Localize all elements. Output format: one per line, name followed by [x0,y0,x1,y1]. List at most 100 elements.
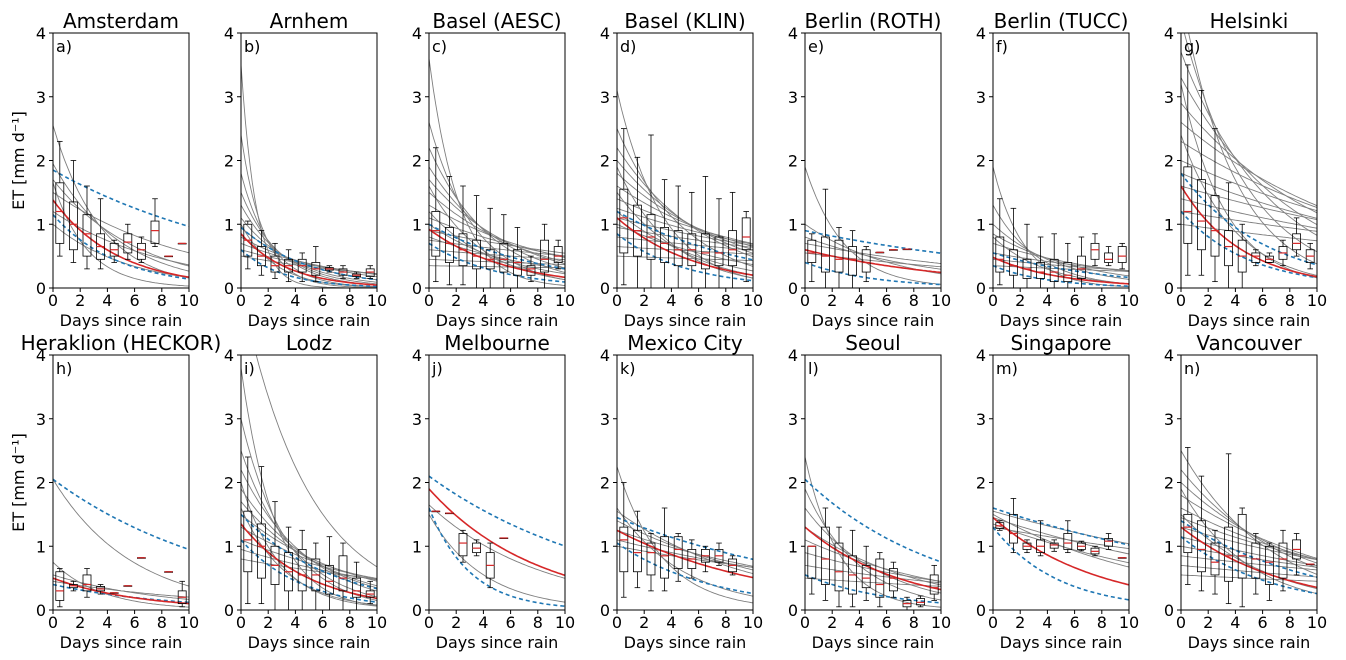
x-axis-label: Days since rain [248,311,371,330]
event-decay-line [617,236,753,251]
event-decay-line [1181,198,1317,229]
x-tick-label: 8 [909,613,919,632]
x-tick-label: 4 [1042,291,1052,310]
median-fit-line [805,249,941,274]
x-tick-label: 0 [424,291,434,310]
x-tick-label: 0 [236,613,246,632]
panel-title: Seoul [845,331,900,355]
box [834,239,844,273]
event-decay-line [1181,77,1317,225]
y-tick-label: 2 [788,474,798,493]
x-tick-label: 6 [506,291,516,310]
event-decay-line [1181,141,1317,208]
x-tick-label: 2 [263,613,273,632]
x-tick-label: 2 [451,613,461,632]
panel-letter: n) [1184,359,1200,378]
event-decay-line [1181,494,1317,559]
y-axis-label: ET [mm d⁻¹] [9,433,28,532]
y-tick-label: 4 [600,24,610,43]
x-tick-label: 6 [318,291,328,310]
y-tick-label: 1 [36,215,46,234]
box [807,239,817,263]
box [1063,262,1073,283]
median-fit-line [617,529,753,579]
panel-title: Arnhem [270,9,349,33]
event-decay-line [1181,223,1317,242]
x-tick-label: 8 [157,291,167,310]
event-decay-line [617,246,753,255]
box [1251,252,1261,263]
bound-line [241,226,377,281]
x-tick-label: 0 [236,291,246,310]
box [1265,545,1274,585]
x-tick-label: 4 [102,291,112,310]
event-decay-line [617,207,753,245]
event-decay-line [805,242,941,264]
box [673,536,683,569]
event-decay-line [241,217,377,283]
axes-frame [240,32,378,289]
y-tick-label: 3 [1164,410,1174,429]
x-axis-label: Days since rain [436,633,559,652]
x-tick-label: 2 [639,613,649,632]
x-tick-label: 4 [666,291,676,310]
x-tick-label: 10 [1119,291,1139,310]
box [1049,542,1059,549]
x-tick-label: 8 [721,613,731,632]
event-decay-line [241,558,377,580]
box [150,220,160,244]
x-tick-label: 4 [1230,613,1240,632]
event-decay-line [993,258,1129,272]
box [1104,252,1113,263]
y-tick-label: 2 [412,474,422,493]
x-tick-label: 4 [290,291,300,310]
y-tick-label: 0 [224,279,234,298]
box [889,568,898,592]
x-tick-label: 0 [424,613,434,632]
panel-title: Mexico City [627,331,743,355]
box [995,236,1005,273]
box [861,249,871,273]
event-decay-line [1181,185,1317,221]
plot-area [805,166,941,288]
event-decay-line [429,166,565,269]
panel-letter: l) [808,359,819,378]
x-tick-label: 8 [1285,613,1295,632]
y-tick-label: 1 [224,215,234,234]
box [875,558,885,598]
y-tick-label: 3 [412,88,422,107]
panel-letter: b) [244,37,260,56]
y-tick-label: 1 [600,537,610,556]
y-tick-label: 3 [224,410,234,429]
y-tick-label: 0 [1164,601,1174,620]
bound-line [805,574,941,604]
box [324,564,334,595]
y-tick-label: 4 [600,346,610,365]
box [1237,513,1247,579]
x-tick-label: 6 [1070,613,1080,632]
y-tick-label: 2 [976,152,986,171]
plot-area [1181,447,1317,608]
x-tick-label: 0 [48,613,58,632]
box [1224,230,1233,267]
y-tick-label: 2 [1164,474,1174,493]
y-tick-label: 3 [788,88,798,107]
x-tick-label: 8 [1097,613,1107,632]
x-tick-label: 6 [882,291,892,310]
event-decay-line [429,185,565,281]
y-tick-label: 1 [600,215,610,234]
plot-area [993,166,1129,288]
y-tick-label: 1 [412,215,422,234]
y-tick-label: 2 [1164,152,1174,171]
x-tick-label: 2 [1015,291,1025,310]
box [1278,542,1288,579]
plot-area [53,478,189,608]
y-tick-label: 2 [36,152,46,171]
event-decay-line [617,192,753,276]
event-decay-line [617,507,753,597]
median-fit-line [241,523,377,600]
